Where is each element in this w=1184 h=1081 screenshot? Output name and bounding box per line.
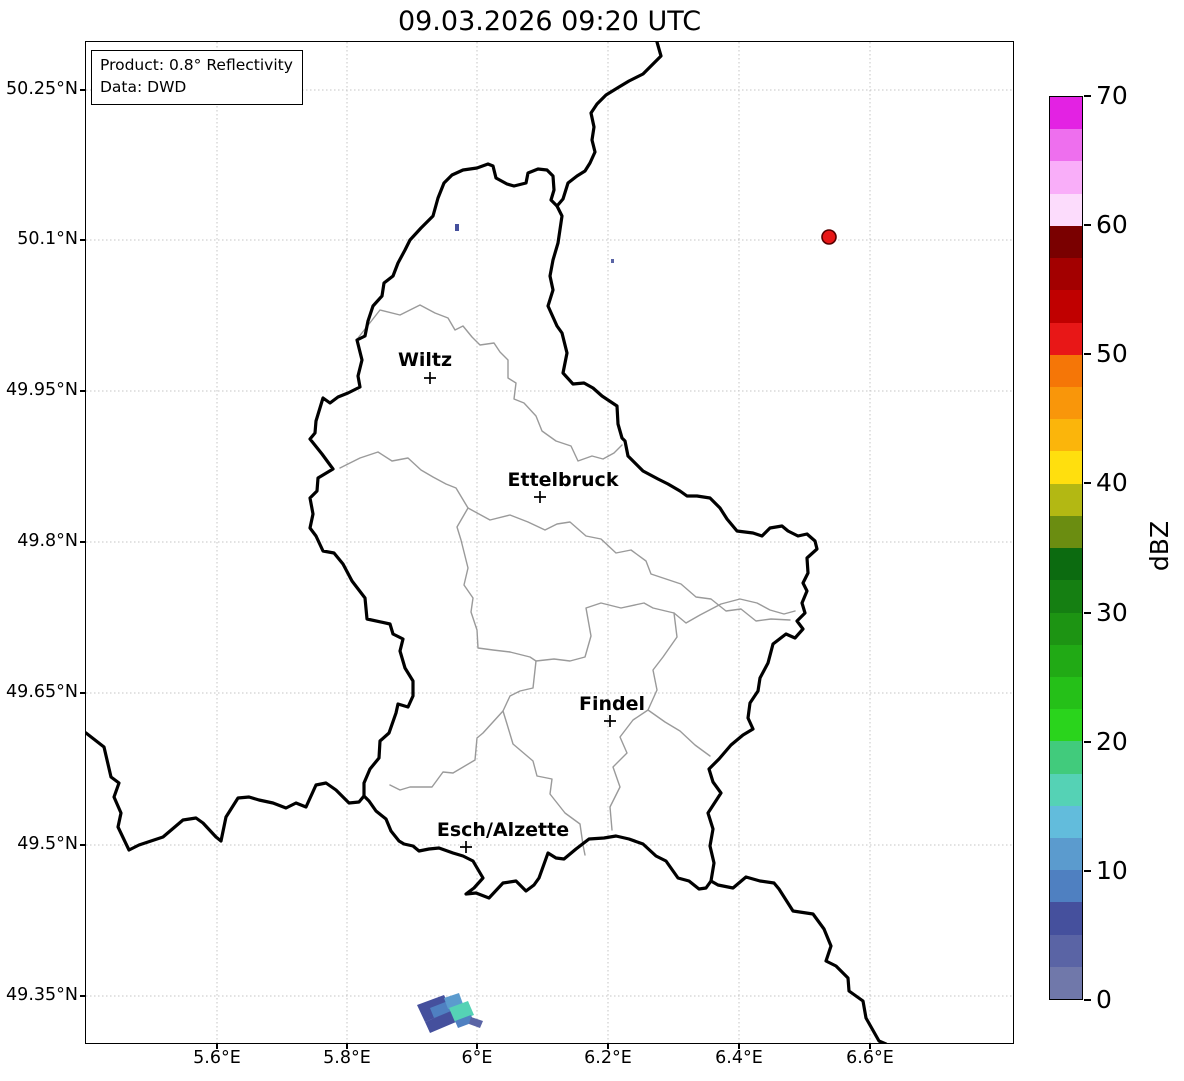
colorbar-tick-label: 10 [1096,856,1128,885]
colorbar-segment [1050,483,1082,516]
colorbar-tick-label: 0 [1096,985,1112,1014]
product-info-line1: Product: 0.8° Reflectivity [100,56,293,74]
x-axis-tick [869,1043,871,1049]
city-label-ettelbruck: Ettelbruck [507,469,619,491]
colorbar-segment [1050,934,1082,967]
colorbar-segment [1050,225,1082,259]
colorbar-tick [1084,95,1091,97]
colorbar-segment [1050,870,1082,903]
colorbar-segment [1050,580,1082,613]
x-axis-tick [476,1043,478,1049]
colorbar-tick [1084,224,1091,226]
colorbar-tick-label: 30 [1096,598,1128,627]
city-label-wiltz: Wiltz [397,349,453,371]
district-borders [339,304,796,856]
colorbar-segment [1050,129,1082,162]
colorbar-segment [1050,193,1082,226]
y-axis-tick-label: 50.25°N [6,79,78,99]
colorbar-unit-label: dBZ [1145,520,1174,572]
colorbar-segment [1050,354,1082,387]
product-info-line2: Data: DWD [100,78,187,97]
colorbar-segment [1050,386,1082,420]
y-axis-tick [80,692,86,694]
colorbar-segment [1050,676,1082,710]
x-axis-tick-label: 6.4°E [715,1048,763,1068]
x-axis-tick [607,1043,609,1049]
gridlines [86,42,1013,1043]
colorbar-segment [1050,419,1082,452]
y-axis-tick-label: 49.65°N [6,682,78,702]
x-axis-tick [346,1043,348,1049]
y-axis-tick [80,995,86,997]
city-label-findel: Findel [578,693,646,715]
map-canvas [86,42,1013,1043]
city-marker-esch [460,841,472,853]
x-axis-tick [738,1043,740,1049]
colorbar-segment [1050,515,1082,549]
city-markers [424,372,616,853]
colorbar-segment [1050,612,1082,645]
y-axis-tick [80,89,86,91]
y-axis-tick [80,844,86,846]
radar-echo-cluster [417,993,483,1033]
border-fr-de [709,875,888,1043]
x-axis-tick-label: 6.2°E [584,1048,632,1068]
country-borders [86,42,888,1043]
colorbar-segment [1050,709,1082,742]
colorbar-tick-label: 50 [1096,339,1128,368]
x-axis-tick-label: 5.6°E [193,1048,241,1068]
colorbar-segment [1050,805,1082,839]
colorbar-segment [1050,966,1082,1000]
radar-echo-pixels [455,224,614,263]
colorbar-tick [1084,999,1091,1001]
colorbar-tick [1084,353,1091,355]
colorbar-segment [1050,644,1082,677]
colorbar-tick [1084,741,1091,743]
colorbar-segment [1050,322,1082,355]
y-axis-tick-label: 50.1°N [17,229,78,249]
colorbar-tick [1084,612,1091,614]
colorbar-segment [1050,451,1082,484]
x-axis-tick-label: 6.6°E [846,1048,894,1068]
radar-echo-small-east [611,259,614,263]
city-marker-findel [604,715,616,727]
y-axis-tick-label: 49.35°N [6,985,78,1005]
colorbar-tick-label: 20 [1096,727,1128,756]
radar-point-echo-dot [821,229,837,245]
colorbar-tick-label: 40 [1096,468,1128,497]
y-axis-tick-label: 49.5°N [17,834,78,854]
colorbar-segment [1050,290,1082,323]
y-axis-tick [80,390,86,392]
colorbar-segment [1050,741,1082,774]
y-axis-tick-label: 49.8°N [17,531,78,551]
border-be-de [555,42,663,208]
colorbar-tick-label: 70 [1096,81,1128,110]
colorbar-tick-label: 60 [1096,210,1128,239]
colorbar-tick [1084,870,1091,872]
y-axis-tick-label: 49.95°N [6,380,78,400]
colorbar-segment [1050,258,1082,291]
colorbar-tick [1084,482,1091,484]
radar-echo-small-north [455,224,459,231]
page-title: 09.03.2026 09:20 UTC [397,6,702,37]
city-label-esch: Esch/Alzette [436,819,570,841]
colorbar-segment [1050,838,1082,871]
y-axis-tick [80,239,86,241]
border-luxembourg [308,162,819,900]
y-axis-tick [80,541,86,543]
city-marker-ettelbruck [534,491,546,503]
x-axis-tick-label: 6°E [461,1048,493,1068]
colorbar-segment [1050,773,1082,806]
border-fr-be [86,731,366,852]
colorbar-segment [1050,161,1082,194]
x-axis-tick [216,1043,218,1049]
x-axis-tick-label: 5.8°E [323,1048,371,1068]
colorbar-segment [1050,97,1082,130]
colorbar-segment [1050,902,1082,935]
colorbar-gradient [1049,96,1083,1000]
colorbar-segment [1050,548,1082,581]
product-info-box: Product: 0.8° Reflectivity Data: DWD [91,50,303,105]
city-marker-wiltz [424,372,436,384]
